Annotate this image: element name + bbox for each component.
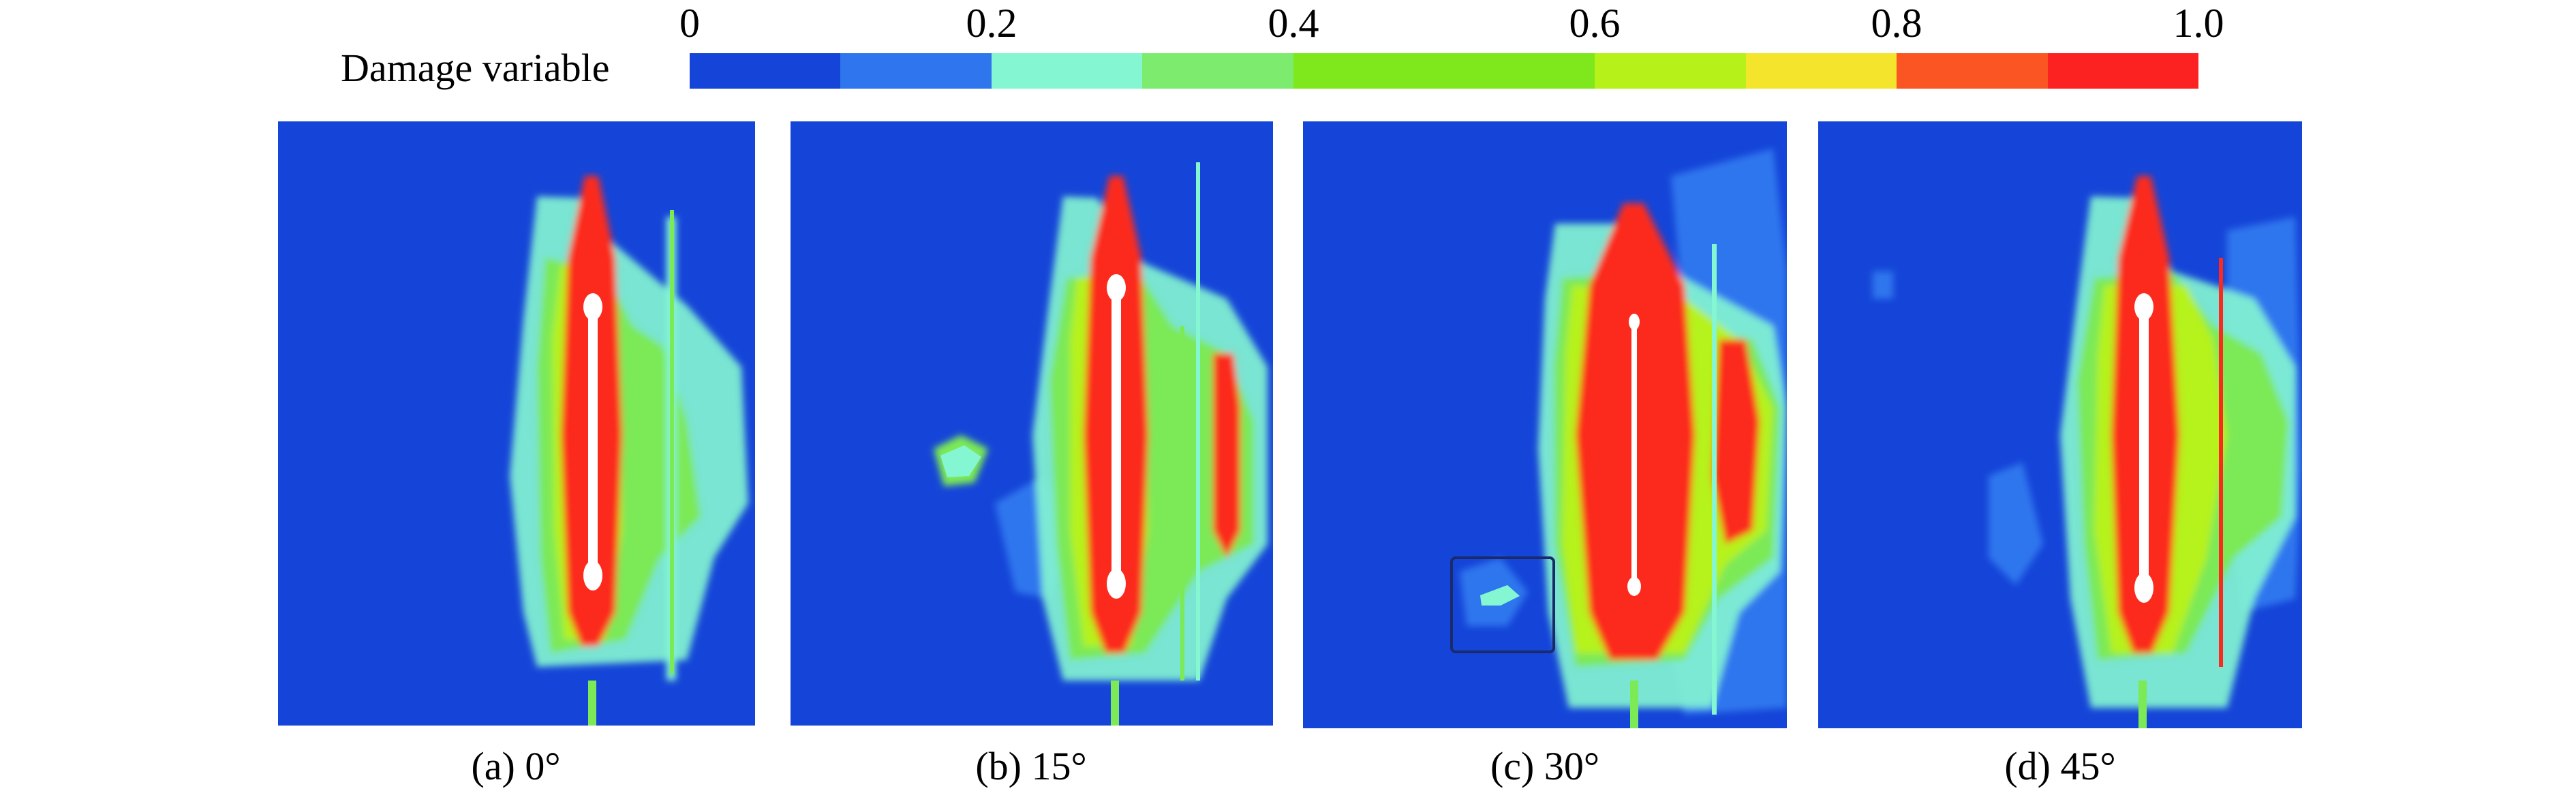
colorbar-title: Damage variable (341, 46, 610, 90)
colorbar-segment-8 (1897, 53, 2048, 89)
tail-bottom (1111, 681, 1119, 726)
damage-band-line (2219, 258, 2223, 667)
colorbar-segment-0 (690, 53, 841, 89)
colorbar-tick-0.8: 0.8 (1871, 1, 1922, 46)
crack (1111, 285, 1121, 571)
colorbar-tick-0.4: 0.4 (1268, 1, 1319, 46)
colorbar-segment-1 (840, 53, 992, 89)
damage-contour-panel-c (1303, 121, 1787, 728)
panel-d-caption: (d) 45° (2004, 744, 2116, 788)
damage-contour-panel-b (791, 121, 1273, 726)
damage-band-line-2 (1180, 326, 1184, 681)
damage-band-line (1712, 244, 1717, 715)
crack-tip-bottom (1627, 577, 1641, 596)
damage-zone-low (1989, 462, 2043, 585)
colorbar-segment-6 (1595, 53, 1746, 89)
colorbar-segment-4 (1293, 53, 1445, 89)
colorbar-tick-0.2: 0.2 (966, 1, 1017, 46)
damage-zone-red-right (1213, 353, 1240, 558)
damage-contour-panel-d (1818, 121, 2302, 728)
colorbar-segment-9 (2047, 53, 2199, 89)
crack-tip-top (1629, 314, 1640, 330)
panel-b-caption: (b) 15° (975, 744, 1087, 788)
panel-a-caption: (a) 0° (471, 744, 561, 788)
crack (2139, 305, 2149, 578)
colorbar-tick-1.0: 1.0 (2173, 1, 2224, 46)
crack-tip-top (2134, 293, 2153, 320)
crack (1631, 319, 1637, 578)
damage-contour-panel-a (278, 121, 755, 726)
crack-tip-bottom (583, 561, 602, 591)
colorbar-segment-3 (1142, 53, 1293, 89)
colorbar-segment-7 (1745, 53, 1897, 89)
colorbar (690, 53, 2199, 89)
tail-bottom (2138, 681, 2147, 728)
tail-bottom (1630, 681, 1638, 728)
highlight-box (1450, 556, 1555, 653)
crack-tip-bottom (2134, 573, 2153, 603)
damage-band-line (670, 210, 674, 674)
damage-spot-cyan (940, 445, 981, 477)
damage-spot-cyan (1480, 585, 1520, 606)
tail-bottom (588, 681, 596, 726)
colorbar-segment-5 (1444, 53, 1595, 89)
crack-tip-top (583, 293, 602, 320)
damage-zone-red-right (1712, 340, 1760, 544)
colorbar-tick-0.6: 0.6 (1569, 1, 1621, 46)
crack-tip-bottom (1107, 569, 1126, 599)
damage-band-line (1196, 162, 1200, 681)
crack-tip-top (1107, 274, 1126, 301)
colorbar-tick-0: 0 (679, 1, 700, 46)
colorbar-segment-2 (991, 53, 1143, 89)
crack (588, 305, 598, 565)
panel-c-caption: (c) 30° (1490, 744, 1600, 788)
damage-zone-low-2 (1873, 271, 1893, 299)
